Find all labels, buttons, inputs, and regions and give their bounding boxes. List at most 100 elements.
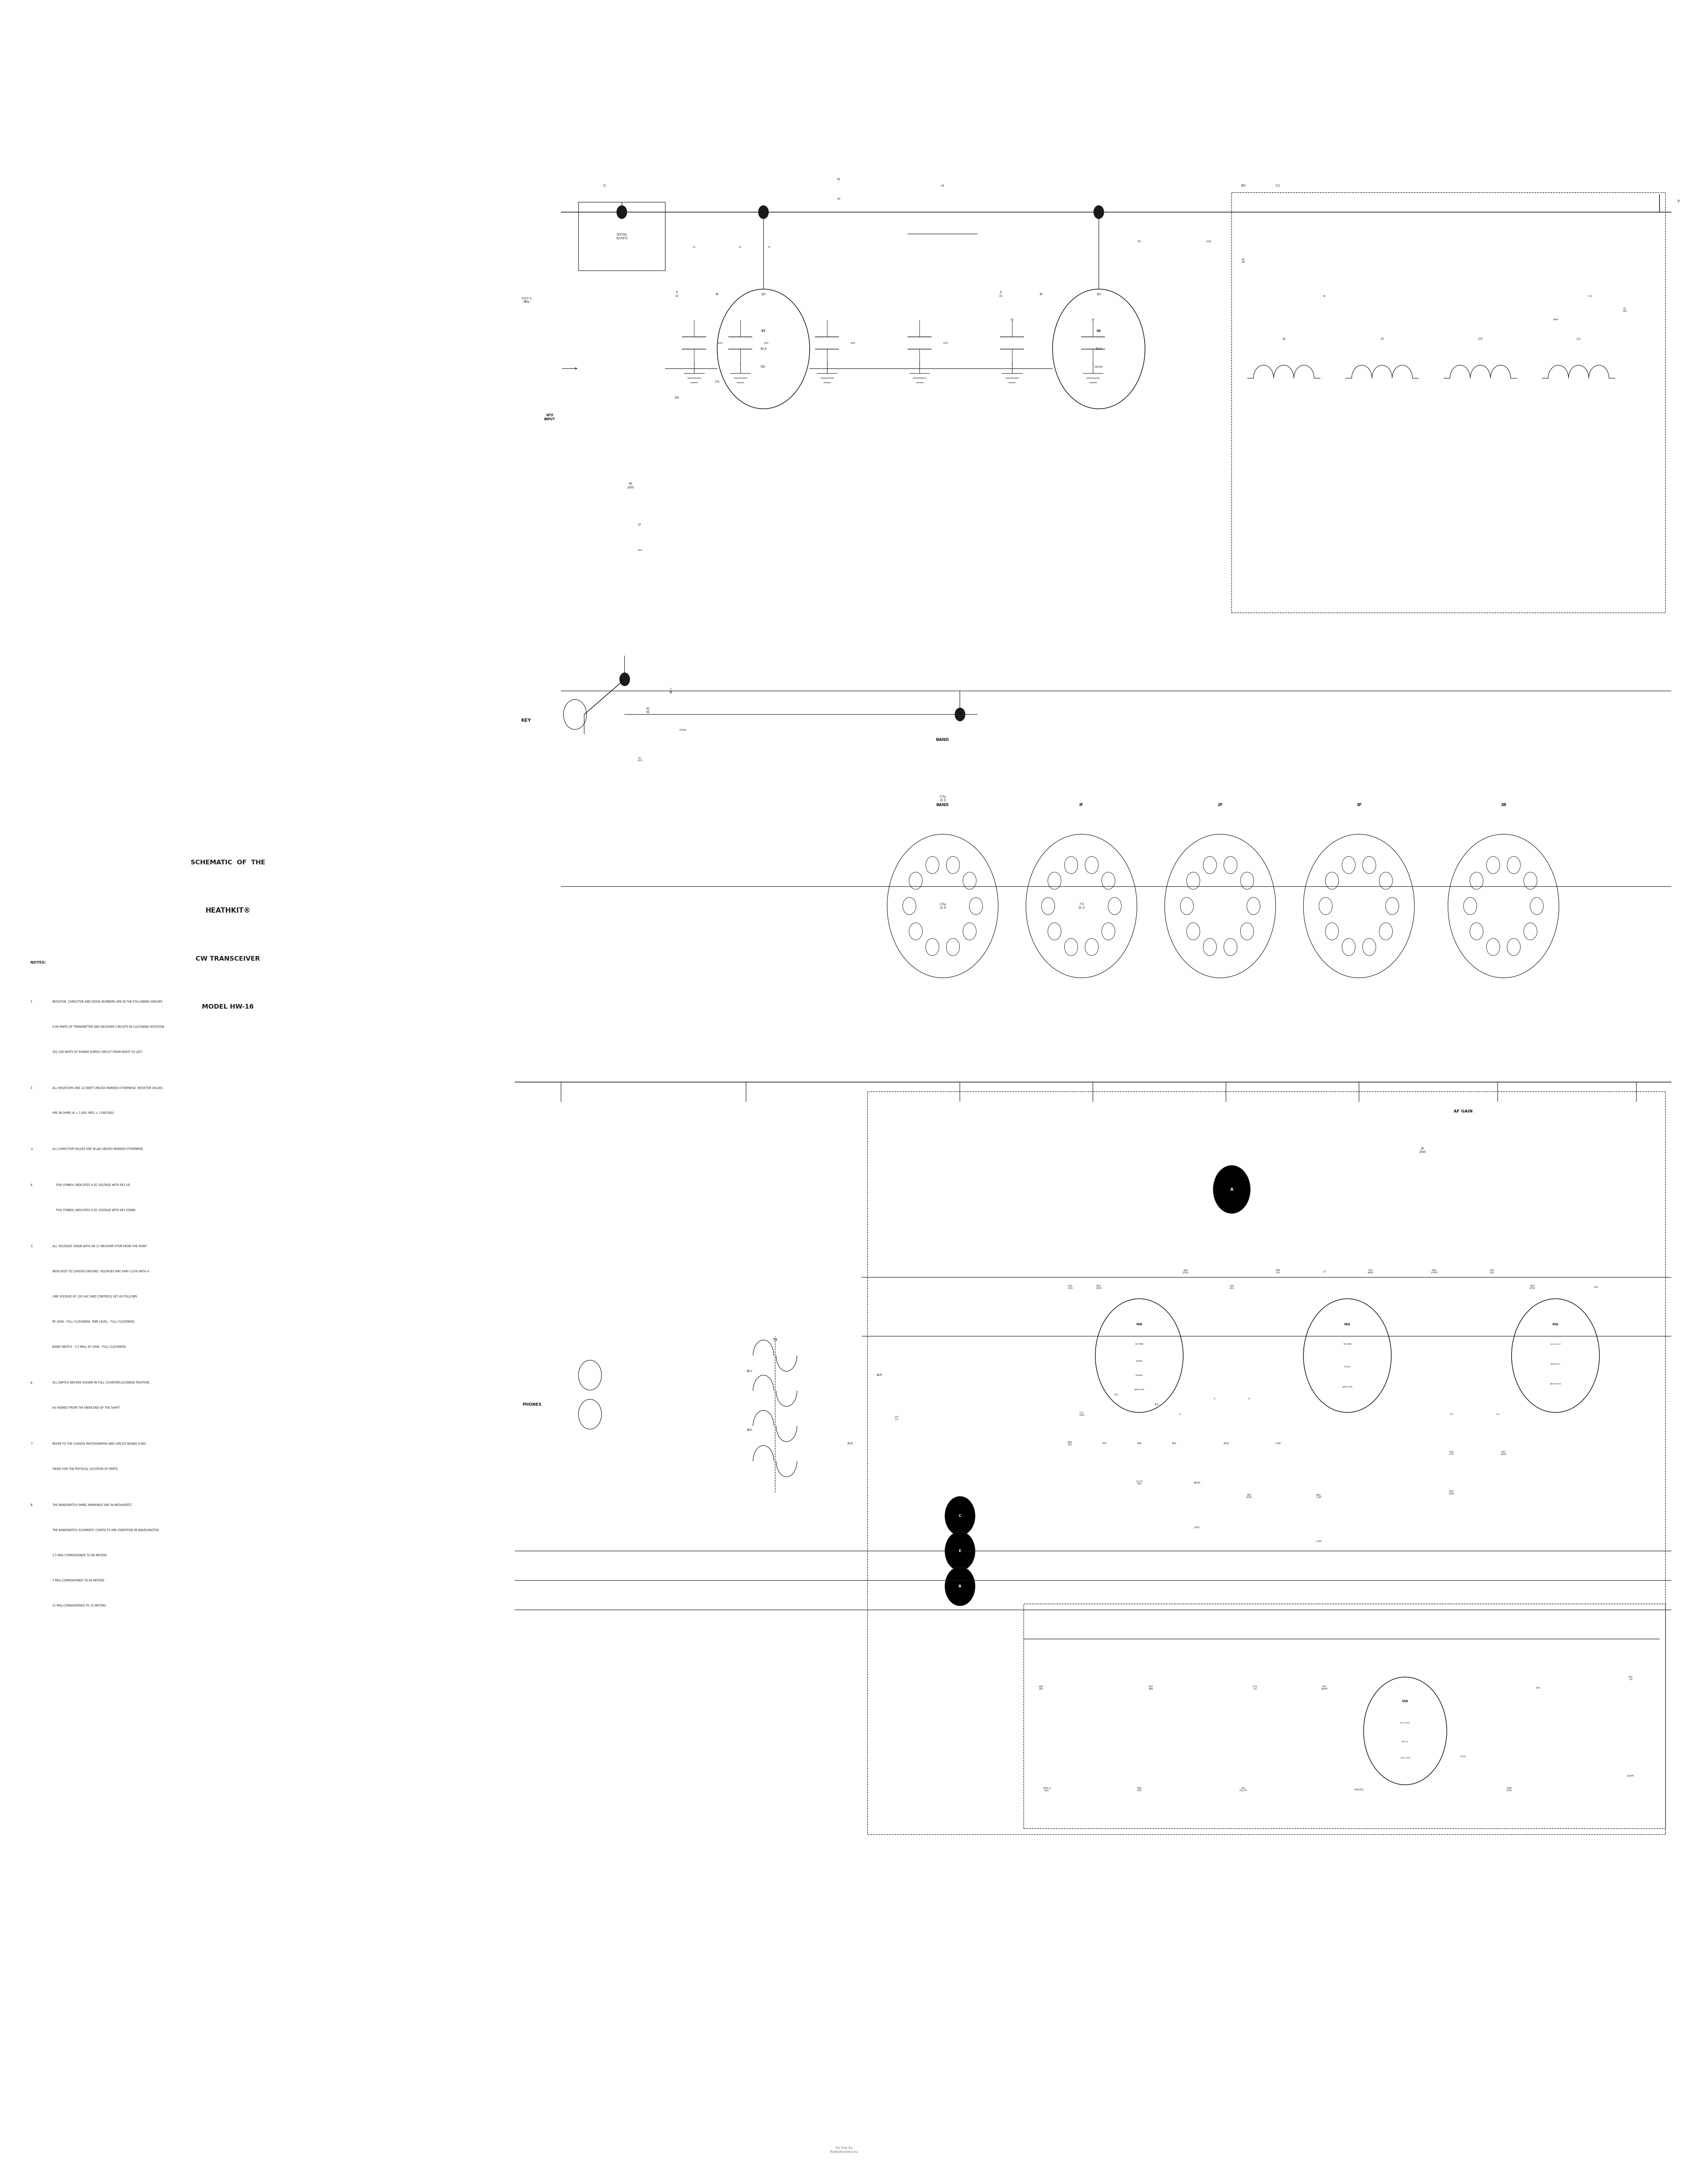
Text: R63
470K: R63 470K [1246, 1494, 1252, 1498]
Text: V6B: V6B [1136, 1324, 1143, 1326]
Text: C79
.02: C79 .02 [1252, 1686, 1258, 1690]
Bar [579, 203, 665, 271]
Text: SCHEMATIC  OF  THE: SCHEMATIC OF THE [191, 860, 265, 865]
Bar [1023, 1603, 1666, 1828]
Circle shape [1048, 871, 1062, 889]
Text: 7.: 7. [30, 1444, 34, 1446]
Text: R7
22K: R7 22K [1622, 308, 1627, 312]
Text: 1.: 1. [30, 1000, 34, 1002]
Text: 5.: 5. [30, 1245, 34, 1247]
Text: BAND: BAND [937, 738, 949, 743]
Text: MODEL HW-16: MODEL HW-16 [203, 1005, 253, 1009]
Text: KEY: KEY [522, 719, 532, 723]
Text: V7: V7 [761, 330, 766, 332]
Circle shape [1325, 871, 1339, 889]
Text: L9: L9 [1381, 339, 1384, 341]
Text: VIEWS FOR THE PHYSICAL LOCATION OF PARTS.: VIEWS FOR THE PHYSICAL LOCATION OF PARTS… [52, 1468, 118, 1470]
Text: AS VIEWED FROM THE KNOB END OF THE SHAFT.: AS VIEWED FROM THE KNOB END OF THE SHAFT… [52, 1406, 120, 1409]
Circle shape [1102, 924, 1116, 939]
Text: R5
2W: R5 2W [1241, 260, 1246, 262]
Text: R
-32: R -32 [998, 290, 1003, 297]
Text: A: A [1231, 1188, 1234, 1192]
Text: R55
2300: R55 2300 [1448, 1489, 1455, 1494]
Circle shape [1241, 871, 1254, 889]
Circle shape [903, 898, 917, 915]
Text: 3-5/7.5
MHz: 3-5/7.5 MHz [522, 297, 532, 304]
Text: R54
270PF: R54 270PF [1430, 1269, 1438, 1273]
Text: L4: L4 [942, 183, 944, 188]
Circle shape [1463, 898, 1477, 915]
Text: OSC.: OSC. [760, 365, 766, 369]
Text: 201-299 PARTS OF POWER SUPPLY CIRCUIT FROM RIGHT TO LEFT.: 201-299 PARTS OF POWER SUPPLY CIRCUIT FR… [52, 1051, 143, 1053]
Text: RF GAIN - FULL CLOCKWISE, PWR LEVEL - FULL CLOCKWISE;: RF GAIN - FULL CLOCKWISE, PWR LEVEL - FU… [52, 1319, 135, 1324]
Circle shape [962, 924, 976, 939]
Text: CF8
.02: CF8 .02 [1629, 1675, 1632, 1679]
Text: R53
440K: R53 440K [1367, 1269, 1374, 1273]
Text: 1F: 1F [1676, 199, 1680, 203]
Circle shape [1524, 871, 1538, 889]
Text: R
-22: R -22 [675, 290, 679, 297]
Circle shape [1041, 898, 1055, 915]
Circle shape [1204, 856, 1217, 874]
Text: CF
.003: CF .003 [636, 758, 643, 762]
Text: AF
2500: AF 2500 [1420, 1147, 1426, 1153]
Circle shape [1386, 898, 1399, 915]
Text: R57
66K: R57 66K [1148, 1686, 1153, 1690]
Text: ALL VOLTAGES TAKEN WITH AN 11 MEGOHM VTVM FROM THE POINT: ALL VOLTAGES TAKEN WITH AN 11 MEGOHM VTV… [52, 1245, 147, 1247]
Text: ALL SWITCH WAFERS SHOWN IN FULL COUNTERCLOCKWISE POSITION,: ALL SWITCH WAFERS SHOWN IN FULL COUNTERC… [52, 1382, 150, 1385]
Text: C
RF: C RF [670, 688, 672, 695]
Text: R55
470K: R55 470K [1529, 1284, 1536, 1289]
Circle shape [947, 856, 959, 874]
Text: C85
.001: C85 .001 [1489, 1269, 1494, 1273]
Circle shape [1085, 856, 1099, 874]
Text: 21 MHz CORRESPONDS TO 15 METERS: 21 MHz CORRESPONDS TO 15 METERS [52, 1603, 106, 1607]
Text: 3.: 3. [30, 1149, 34, 1151]
Text: 4.: 4. [30, 1184, 34, 1186]
Text: CF4
100 PF: CF4 100 PF [1239, 1787, 1247, 1791]
Text: 0-99 PARTS OF TRANSMITTER AND RECEIVER CIRCUITS IN CLOCKWISE ROTATION: 0-99 PARTS OF TRANSMITTER AND RECEIVER C… [52, 1024, 164, 1029]
Circle shape [1214, 1166, 1251, 1214]
Circle shape [1342, 856, 1355, 874]
Text: R56
150: R56 150 [1038, 1686, 1043, 1690]
Text: R63
100H: R63 100H [1096, 1284, 1102, 1289]
Text: IF: IF [1079, 804, 1084, 808]
Text: V5B: V5B [1403, 1699, 1408, 1704]
Text: B50: B50 [1241, 183, 1246, 188]
Text: INDICATED TO CHASSIS GROUND. VOLTAGES MAY VARY ±10% WITH A: INDICATED TO CHASSIS GROUND. VOLTAGES MA… [52, 1271, 149, 1273]
Text: ALL CAPACITOR VALUES ARE IN μfd UNLESS MARKED OTHERWISE.: ALL CAPACITOR VALUES ARE IN μfd UNLESS M… [52, 1149, 143, 1151]
Circle shape [969, 898, 982, 915]
Text: 320: 320 [1097, 293, 1101, 295]
Text: C1: C1 [603, 183, 606, 188]
Text: BLU: BLU [746, 1369, 751, 1374]
Text: L11: L11 [1577, 339, 1582, 341]
Text: AF GAIN: AF GAIN [1453, 1109, 1472, 1114]
Text: 3395.4
KHz: 3395.4 KHz [1043, 1787, 1052, 1791]
Circle shape [758, 205, 768, 218]
Text: C95
.001: C95 .001 [1229, 1284, 1234, 1289]
Circle shape [1362, 939, 1376, 957]
Text: B: B [959, 1586, 962, 1588]
Circle shape [1379, 871, 1393, 889]
Circle shape [1224, 939, 1237, 957]
Text: 90: 90 [1040, 293, 1043, 295]
Text: R66
270: R66 270 [1067, 1441, 1072, 1446]
Text: 47K: 47K [674, 395, 679, 400]
Text: L10: L10 [1479, 339, 1482, 341]
Circle shape [1094, 205, 1104, 218]
Circle shape [910, 924, 922, 939]
Circle shape [925, 939, 939, 957]
Text: ACD: ACD [847, 1441, 852, 1446]
Circle shape [1187, 871, 1200, 889]
Circle shape [1507, 856, 1521, 874]
Text: R33
3300: R33 3300 [1501, 1450, 1506, 1455]
Text: C05
-.005: C05 -.005 [1067, 1284, 1074, 1289]
Text: 7.0
21.0: 7.0 21.0 [1079, 902, 1085, 909]
Text: E: E [959, 1548, 960, 1553]
Circle shape [962, 871, 976, 889]
Text: BAND SWITCH - 3.5 MHz; AF GAIN - FULL CLOCKWISE.: BAND SWITCH - 3.5 MHz; AF GAIN - FULL CL… [52, 1345, 127, 1348]
Text: ARE IN OHMS (K = 1,000, MEG = 1,000,000).: ARE IN OHMS (K = 1,000, MEG = 1,000,000)… [52, 1112, 115, 1114]
Text: 3.5µ
21.0: 3.5µ 21.0 [939, 902, 945, 909]
Text: CW TRANSCEIVER: CW TRANSCEIVER [196, 957, 260, 961]
Text: V5A: V5A [1553, 1324, 1558, 1326]
Text: 3.5µ
21.0: 3.5µ 21.0 [939, 795, 945, 802]
